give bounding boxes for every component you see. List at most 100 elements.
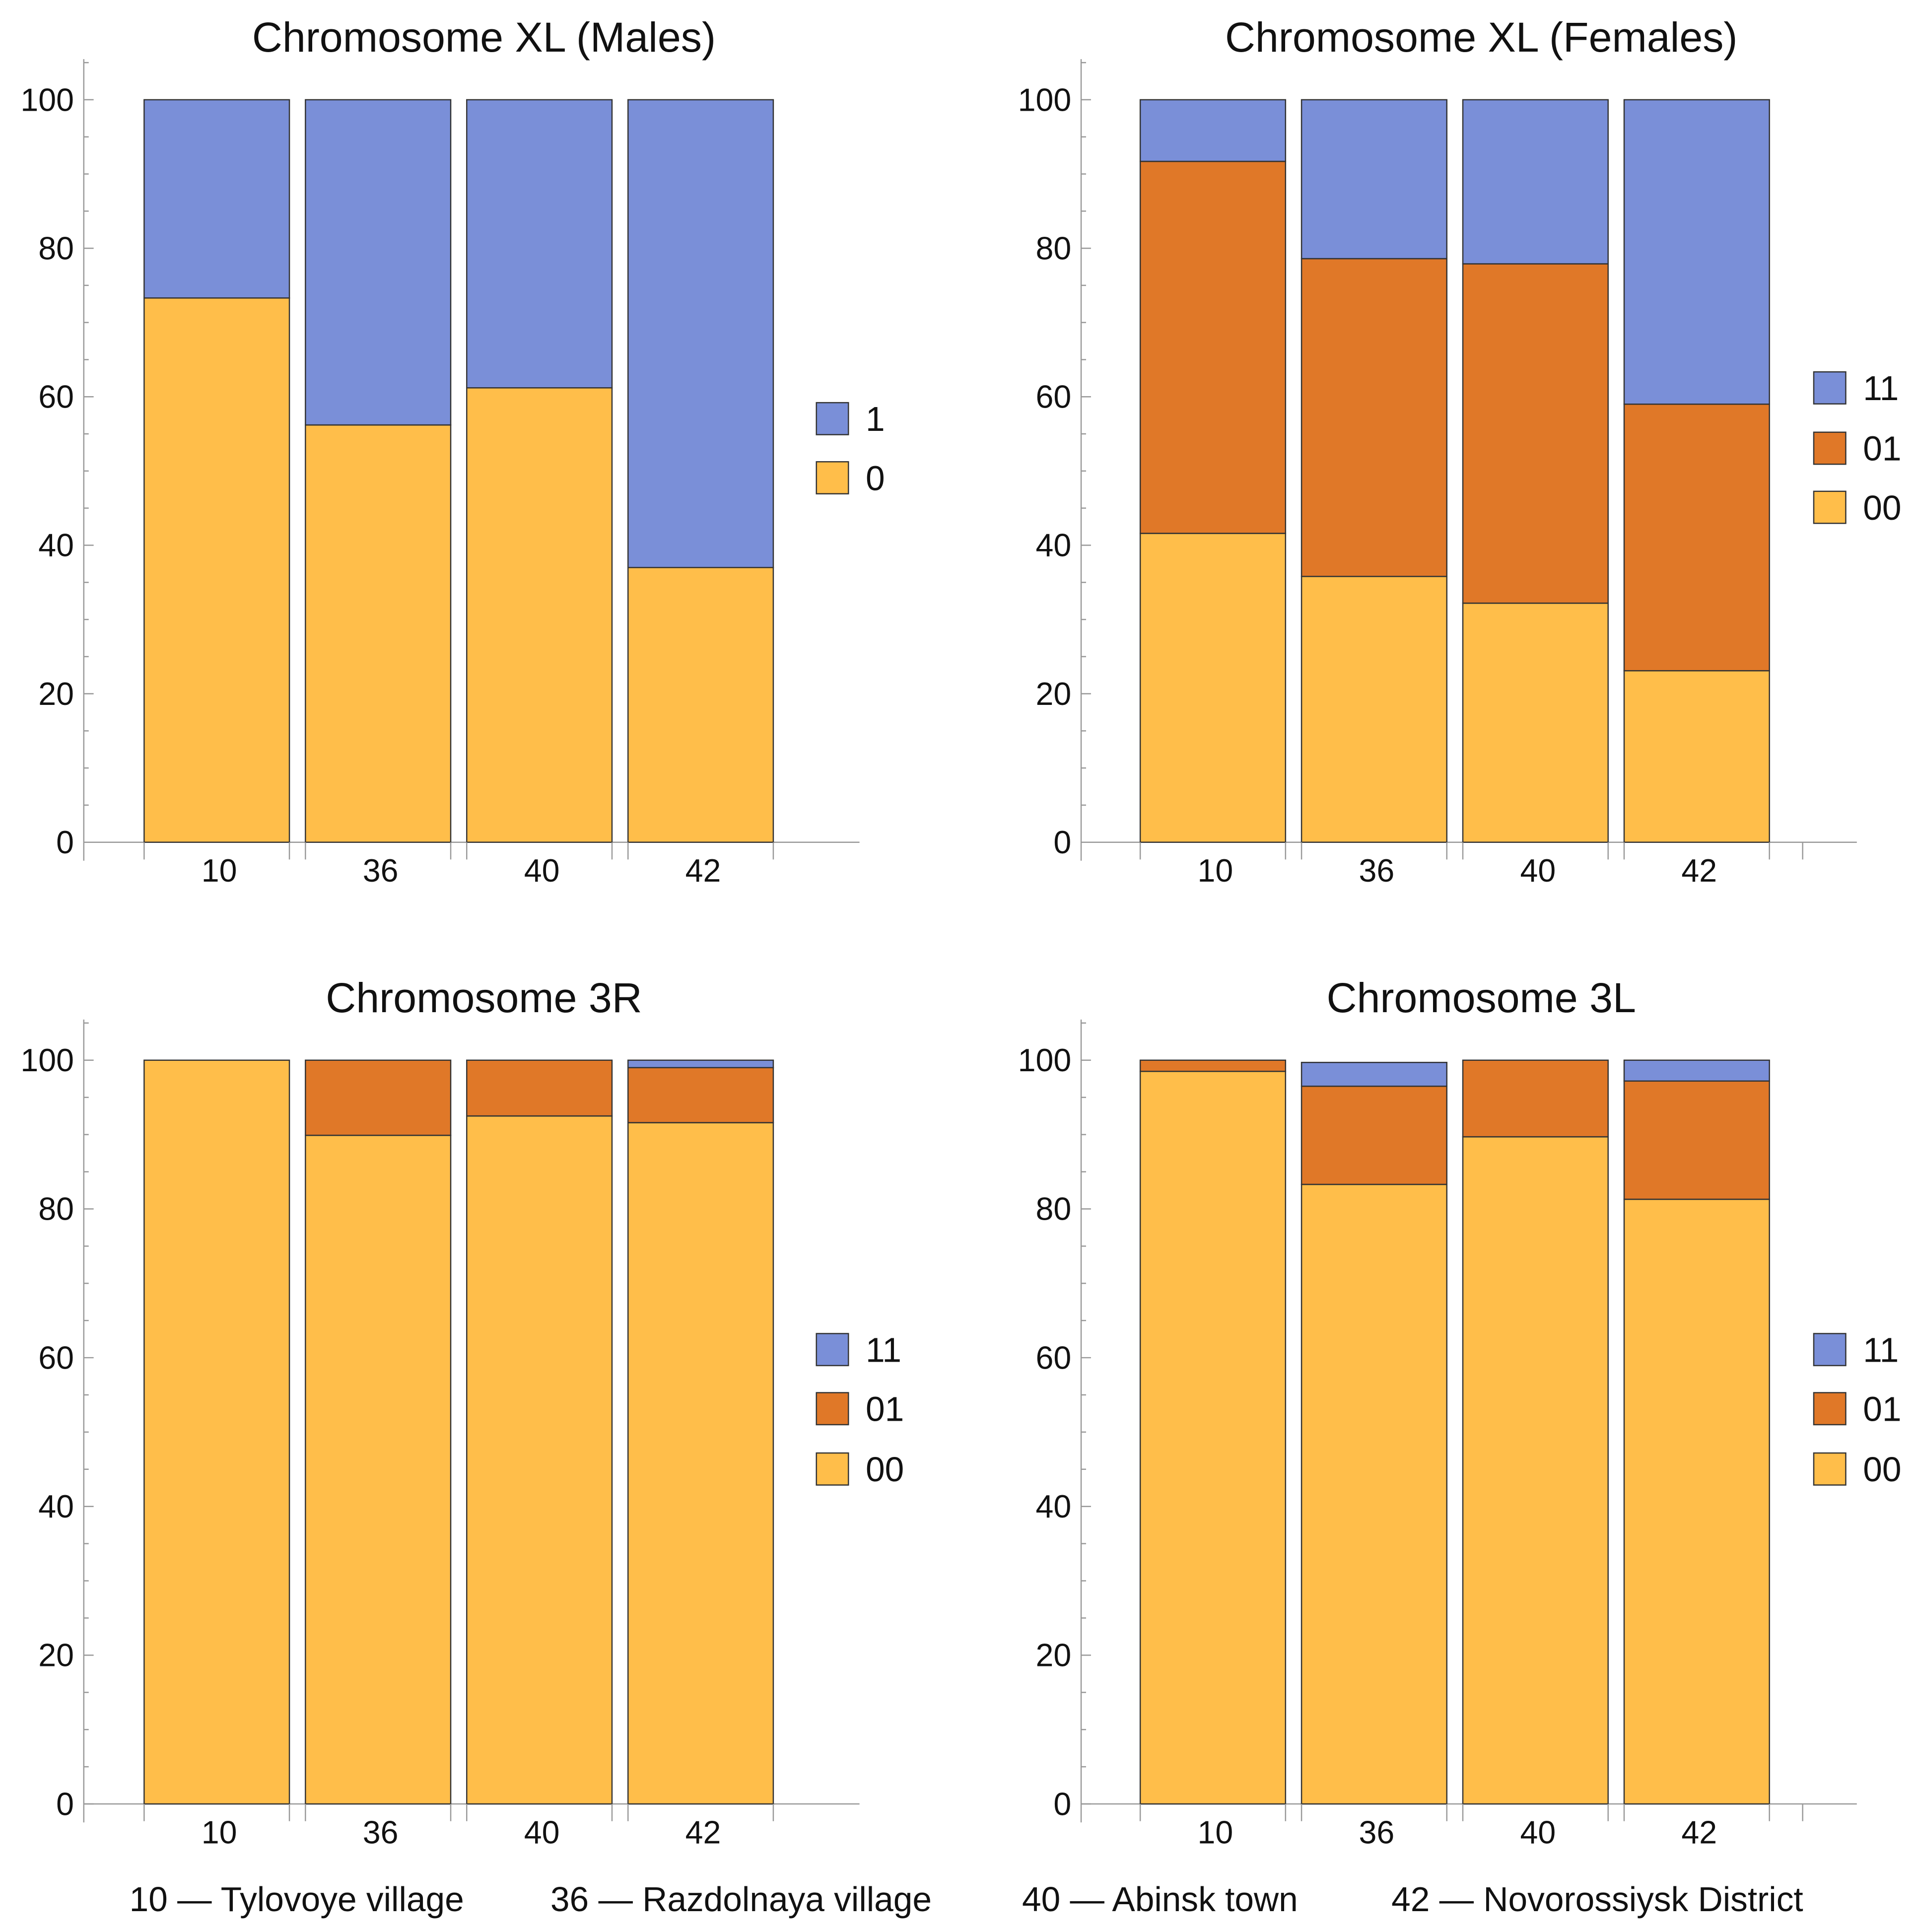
legend-item-01: 01 (1813, 1390, 1901, 1429)
footer-item: 36 — Razdolnaya village (550, 1880, 932, 1919)
x-tick-label: 36 (1359, 853, 1395, 889)
bar-segment-42-11 (1623, 99, 1770, 405)
x-tick-label: 40 (1520, 853, 1556, 889)
legend-swatch (1813, 1333, 1847, 1367)
y-tick-label: 0 (56, 825, 74, 860)
x-tick-label: 42 (1681, 853, 1717, 889)
y-tick-label: 60 (1035, 1340, 1071, 1376)
bar-segment-42-11 (627, 1059, 774, 1068)
bar-segment-36-1 (305, 99, 452, 426)
bar-segment-42-01 (1623, 403, 1770, 672)
bar-segment-10-1 (143, 99, 290, 299)
x-tick-label: 36 (363, 853, 399, 889)
y-tick-label: 40 (38, 528, 74, 563)
y-tick-label: 80 (38, 1191, 74, 1227)
y-tick-label: 20 (38, 676, 74, 712)
bar-segment-42-00 (627, 1122, 774, 1805)
bar-segment-40-0 (466, 387, 613, 843)
bar-segment-42-01 (627, 1067, 774, 1123)
y-tick-label: 100 (1018, 82, 1072, 118)
y-tick-label: 80 (1035, 230, 1071, 266)
bar-segment-42-00 (1623, 1198, 1770, 1805)
bar-segment-40-01 (1462, 1059, 1609, 1138)
legend-swatch (1813, 490, 1847, 524)
x-tick-label: 10 (1198, 853, 1233, 889)
bar-segment-42-0 (627, 567, 774, 843)
legend-item-11: 11 (1813, 369, 1899, 408)
legend-item-0: 0 (816, 459, 885, 497)
y-tick-label: 80 (38, 230, 74, 266)
bar-segment-36-11 (1300, 99, 1448, 260)
bar-segment-42-01 (1623, 1080, 1770, 1200)
bar-segment-40-11 (1462, 99, 1609, 265)
y-tick-label: 100 (20, 82, 74, 118)
y-tick-label: 60 (1035, 379, 1071, 415)
y-tick-label: 100 (20, 1042, 74, 1078)
bar-segment-36-11 (1300, 1062, 1448, 1087)
legend-swatch (816, 461, 849, 494)
footer-legend: 10 — Tylovoye village 36 — Razdolnaya vi… (130, 1880, 1803, 1919)
legend-swatch (1813, 1452, 1847, 1486)
legend-label: 01 (1863, 1390, 1901, 1429)
y-tick-label: 0 (1053, 1786, 1071, 1822)
legend-item-00: 00 (1813, 488, 1901, 527)
legend-swatch (1813, 371, 1847, 405)
footer-item: 42 — Novorossiysk District (1391, 1880, 1803, 1919)
bar-segment-42-1 (627, 99, 774, 568)
bar-segment-36-00 (1300, 575, 1448, 843)
x-tick-label: 36 (363, 1814, 399, 1850)
chart-title: Chromosome 3L (1327, 974, 1636, 1021)
bar-segment-40-00 (466, 1115, 613, 1805)
bar-segment-10-01 (1139, 160, 1287, 534)
bar-segment-40-00 (1462, 1136, 1609, 1805)
legend-label: 11 (1863, 1331, 1899, 1370)
legend-label: 01 (1863, 429, 1901, 468)
legend-label: 00 (1863, 1450, 1901, 1489)
bar-segment-40-00 (1462, 602, 1609, 843)
bar-segment-40-01 (466, 1059, 613, 1117)
y-tick-label: 20 (1035, 676, 1071, 712)
chart-title: Chromosome XL (Females) (1225, 14, 1738, 61)
legend-label: 00 (1863, 488, 1901, 527)
y-tick-label: 20 (38, 1638, 74, 1673)
chart-panel: Chromosome 3L 0 20 40 60 80 100 10 36 40 42 00 01 11 (1018, 974, 1902, 1850)
x-tick-label: 40 (524, 1814, 560, 1850)
bar-segment-10-00 (1139, 533, 1287, 843)
legend-swatch (816, 1333, 849, 1367)
legend-item-01: 01 (816, 1390, 904, 1429)
legend-label: 1 (866, 400, 885, 438)
footer-item: 10 — Tylovoye village (130, 1880, 464, 1919)
bar-segment-10-00 (1139, 1070, 1287, 1805)
bar-segment-10-01 (1139, 1059, 1287, 1072)
bar-segment-36-01 (1300, 1085, 1448, 1185)
legend-label: 01 (866, 1390, 904, 1429)
legend-label: 0 (866, 459, 885, 497)
bar-segment-36-0 (305, 424, 452, 843)
x-tick-label: 42 (685, 853, 721, 889)
footer-item: 40 — Abinsk town (1022, 1880, 1298, 1919)
legend-label: 11 (866, 1331, 901, 1370)
legend-swatch (816, 402, 849, 435)
x-tick-label: 40 (1520, 1814, 1556, 1850)
bar-segment-40-01 (1462, 263, 1609, 604)
y-tick-label: 40 (38, 1489, 74, 1524)
legend-label: 00 (866, 1450, 904, 1489)
y-tick-label: 40 (1035, 1489, 1071, 1524)
bar-segment-36-01 (1300, 258, 1448, 577)
legend-swatch (1813, 431, 1847, 465)
legend-swatch (816, 1392, 849, 1426)
bar-segment-42-00 (1623, 670, 1770, 843)
x-tick-label: 36 (1359, 1814, 1395, 1850)
chart-title: Chromosome XL (Males) (252, 14, 716, 61)
legend-item-01: 01 (1813, 429, 1901, 468)
y-tick-label: 0 (56, 1786, 74, 1822)
bar-segment-10-0 (143, 297, 290, 843)
x-tick-label: 40 (524, 853, 560, 889)
bar-segment-42-11 (1623, 1059, 1770, 1082)
chart-panel: Chromosome 3R 0 20 40 60 80 100 10 36 40 42 00 01 11 (20, 974, 904, 1850)
y-tick-label: 100 (1018, 1042, 1072, 1078)
x-tick-label: 10 (202, 853, 237, 889)
bar-segment-36-00 (305, 1134, 452, 1805)
